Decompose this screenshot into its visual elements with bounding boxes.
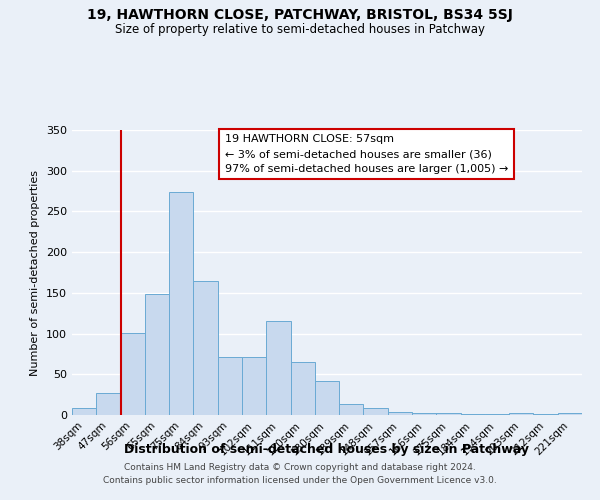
Text: Size of property relative to semi-detached houses in Patchway: Size of property relative to semi-detach… <box>115 22 485 36</box>
Bar <box>315 381 339 415</box>
Bar <box>193 282 218 415</box>
Bar <box>96 393 121 415</box>
Bar <box>388 412 412 415</box>
Text: Distribution of semi-detached houses by size in Patchway: Distribution of semi-detached houses by … <box>125 442 530 456</box>
Bar <box>266 320 290 415</box>
Bar <box>533 414 558 415</box>
Bar <box>461 414 485 415</box>
Bar <box>169 192 193 415</box>
Text: 19, HAWTHORN CLOSE, PATCHWAY, BRISTOL, BS34 5SJ: 19, HAWTHORN CLOSE, PATCHWAY, BRISTOL, B… <box>87 8 513 22</box>
Bar <box>121 333 145 415</box>
Bar <box>509 412 533 415</box>
Bar <box>218 357 242 415</box>
Bar <box>72 408 96 415</box>
Bar <box>145 294 169 415</box>
Y-axis label: Number of semi-detached properties: Number of semi-detached properties <box>31 170 40 376</box>
Bar <box>485 414 509 415</box>
Bar <box>558 414 582 415</box>
Bar <box>339 404 364 415</box>
Bar <box>436 412 461 415</box>
Text: 19 HAWTHORN CLOSE: 57sqm
← 3% of semi-detached houses are smaller (36)
97% of se: 19 HAWTHORN CLOSE: 57sqm ← 3% of semi-de… <box>225 134 508 174</box>
Bar <box>242 357 266 415</box>
Text: Contains public sector information licensed under the Open Government Licence v3: Contains public sector information licen… <box>103 476 497 485</box>
Bar <box>364 408 388 415</box>
Text: Contains HM Land Registry data © Crown copyright and database right 2024.: Contains HM Land Registry data © Crown c… <box>124 464 476 472</box>
Bar <box>412 414 436 415</box>
Bar <box>290 362 315 415</box>
